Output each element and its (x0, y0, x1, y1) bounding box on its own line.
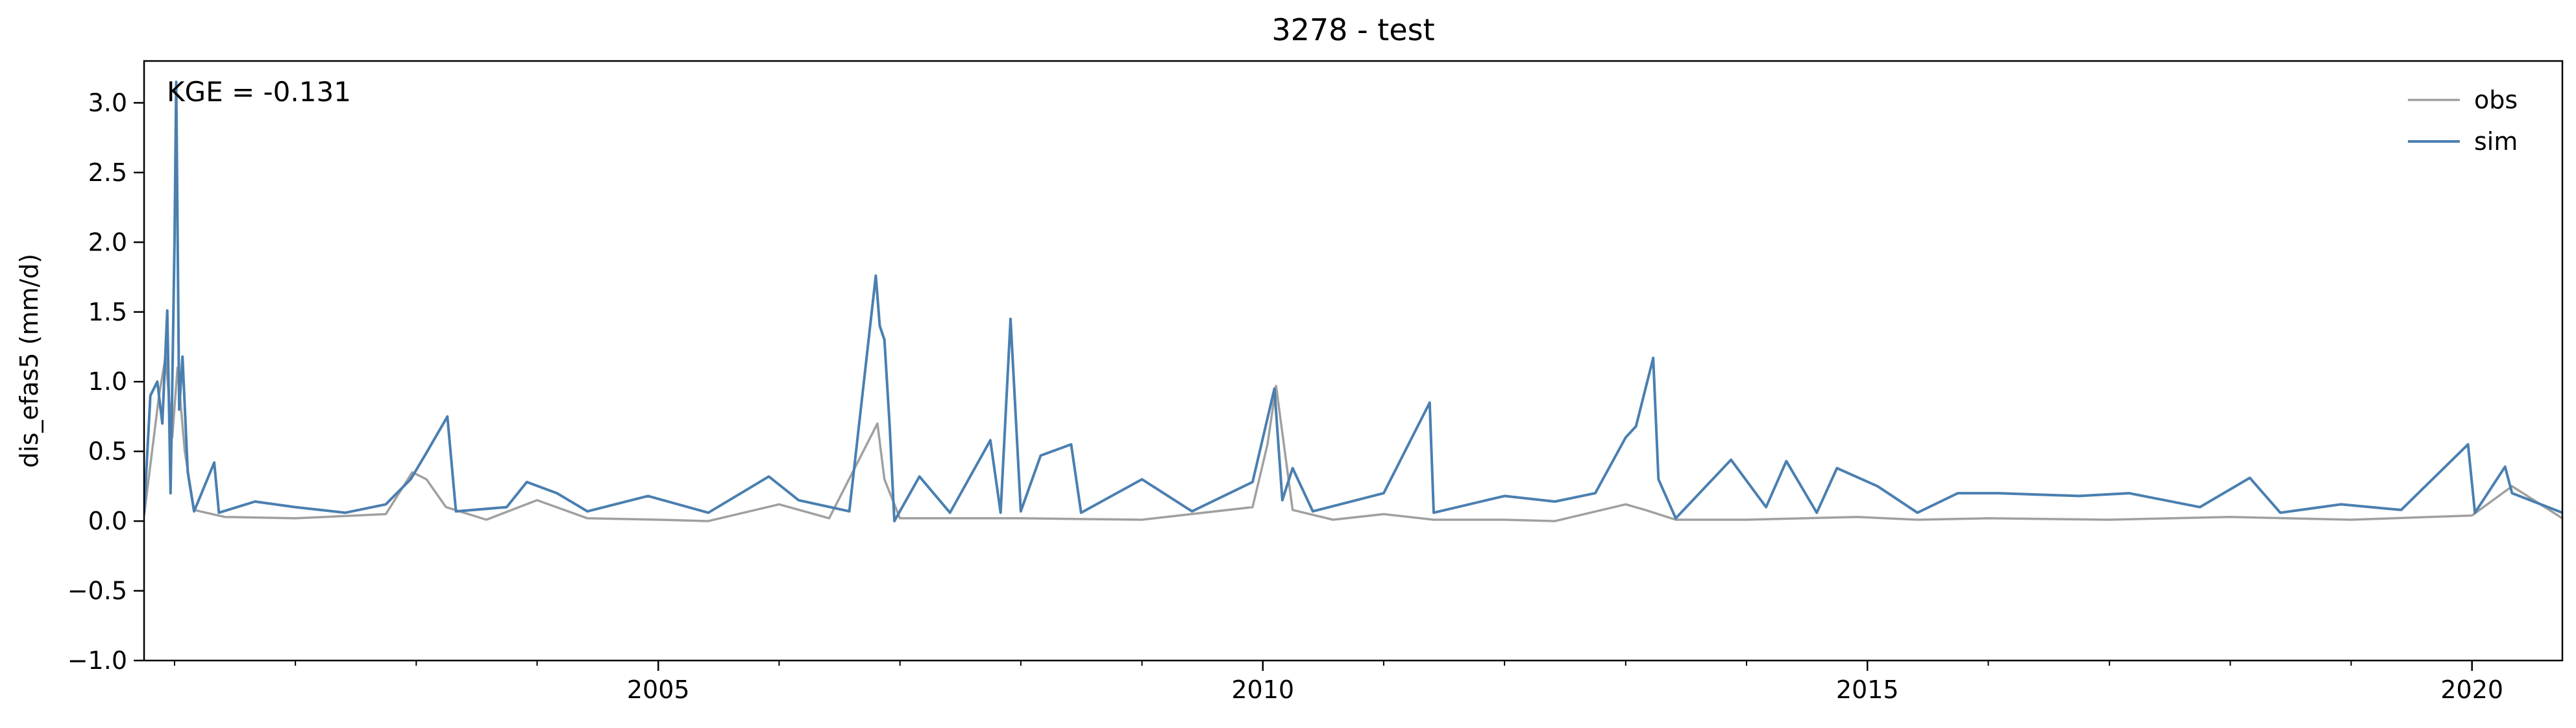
y-tick-label: 0.0 (88, 507, 127, 535)
x-tick-label: 2010 (1231, 675, 1294, 704)
legend-label-obs: obs (2474, 86, 2518, 114)
plot-area-frame (143, 60, 2564, 662)
kge-annotation: KGE = -0.131 (167, 76, 351, 108)
y-tick-label: −1.0 (67, 646, 127, 675)
y-tick-label: 1.5 (88, 298, 127, 326)
series-line-sim (144, 80, 2562, 523)
y-axis-label: dis_efas5 (mm/d) (15, 254, 43, 468)
chart-title: 3278 - test (1271, 12, 1434, 47)
y-tick-label: 1.0 (88, 367, 127, 396)
y-tick-label: 3.0 (88, 88, 127, 117)
series-line-obs (144, 355, 2562, 522)
legend: obs sim (2408, 86, 2518, 156)
y-tick-label: −0.5 (67, 577, 127, 605)
series-lines-layer (144, 80, 2562, 523)
y-tick-label: 2.0 (88, 228, 127, 256)
y-tick-label: 2.5 (88, 158, 127, 187)
x-tick-label: 2020 (2440, 675, 2503, 704)
legend-label-sim: sim (2474, 127, 2518, 156)
x-tick-label: 2005 (627, 675, 690, 704)
y-tick-label: 0.5 (88, 437, 127, 466)
axis-ticks-layer: 2005 2010 2015 2020 3.0 2.5 2.0 1.5 1.0 0.5 0.0 −0.… (67, 88, 2503, 704)
x-tick-label: 2015 (1836, 675, 1899, 704)
